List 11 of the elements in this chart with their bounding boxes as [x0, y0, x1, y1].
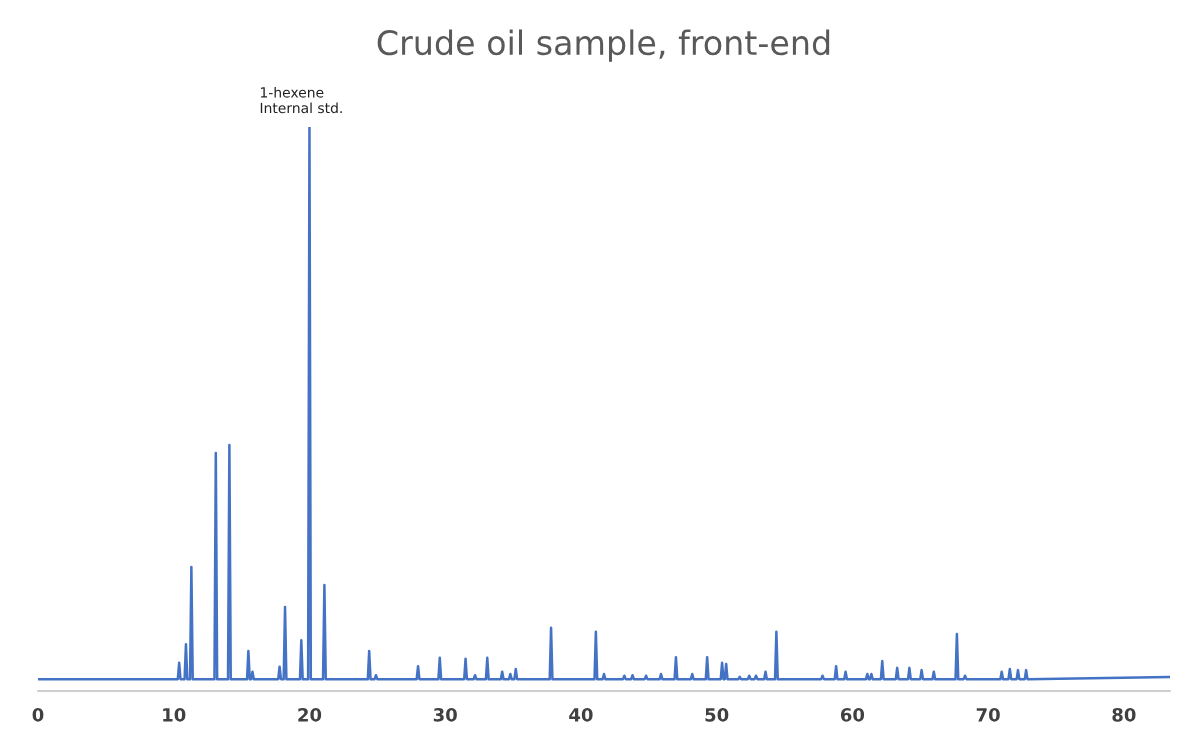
x-tick-label: 40 [569, 707, 593, 722]
x-tick-label: 60 [840, 707, 865, 722]
x-tick-label: 30 [433, 707, 457, 722]
x-tick-label: 20 [298, 707, 322, 722]
x-tick-label: 80 [1112, 707, 1136, 722]
x-tick-label: 70 [976, 707, 1000, 722]
x-tick-label: 0 [32, 707, 44, 722]
chart-title: Crude oil sample, front-end [377, 29, 830, 62]
x-tick-label: 50 [705, 707, 729, 722]
x-tick-label: 10 [163, 707, 186, 722]
annotation: 1-hexene Internal std. [260, 86, 342, 114]
